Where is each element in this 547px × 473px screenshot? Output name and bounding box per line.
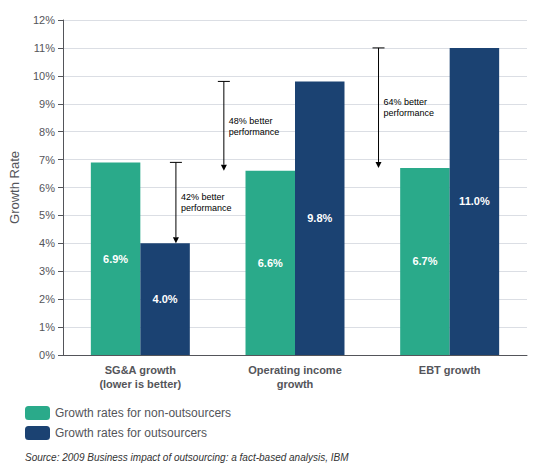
svg-text:3%: 3% [39, 265, 55, 277]
svg-text:SG&A growth: SG&A growth [105, 364, 176, 376]
svg-text:42% better: 42% better [181, 192, 225, 202]
svg-text:7%: 7% [39, 154, 55, 166]
svg-text:12%: 12% [33, 14, 55, 26]
svg-text:2%: 2% [39, 293, 55, 305]
svg-text:4%: 4% [39, 237, 55, 249]
svg-text:6.6%: 6.6% [258, 257, 283, 269]
svg-text:Operating income: Operating income [248, 364, 342, 376]
svg-text:performance: performance [229, 127, 280, 137]
svg-text:5%: 5% [39, 209, 55, 221]
svg-text:9.8%: 9.8% [307, 212, 332, 224]
svg-text:4.0%: 4.0% [153, 293, 178, 305]
svg-text:performance: performance [181, 203, 232, 213]
svg-text:6.9%: 6.9% [103, 253, 128, 265]
svg-text:Growth rates for outsourcers: Growth rates for outsourcers [55, 426, 207, 440]
svg-text:Growth Rate: Growth Rate [7, 151, 22, 224]
svg-text:performance: performance [384, 108, 435, 118]
svg-text:11.0%: 11.0% [459, 195, 490, 207]
svg-text:(lower is better): (lower is better) [99, 378, 181, 390]
svg-text:growth: growth [277, 378, 314, 390]
svg-text:Source: 2009 Business impact o: Source: 2009 Business impact of outsourc… [25, 452, 349, 463]
svg-text:10%: 10% [33, 70, 55, 82]
svg-text:1%: 1% [39, 321, 55, 333]
svg-text:Growth rates for non-outsource: Growth rates for non-outsourcers [55, 406, 231, 420]
svg-text:0%: 0% [39, 349, 55, 361]
svg-text:11%: 11% [34, 42, 55, 54]
svg-text:6%: 6% [39, 182, 55, 194]
svg-text:9%: 9% [39, 98, 55, 110]
svg-text:48% better: 48% better [229, 116, 273, 126]
svg-text:EBT growth: EBT growth [419, 364, 481, 376]
svg-text:8%: 8% [39, 126, 55, 138]
svg-text:64% better: 64% better [384, 97, 428, 107]
svg-text:6.7%: 6.7% [412, 255, 437, 267]
